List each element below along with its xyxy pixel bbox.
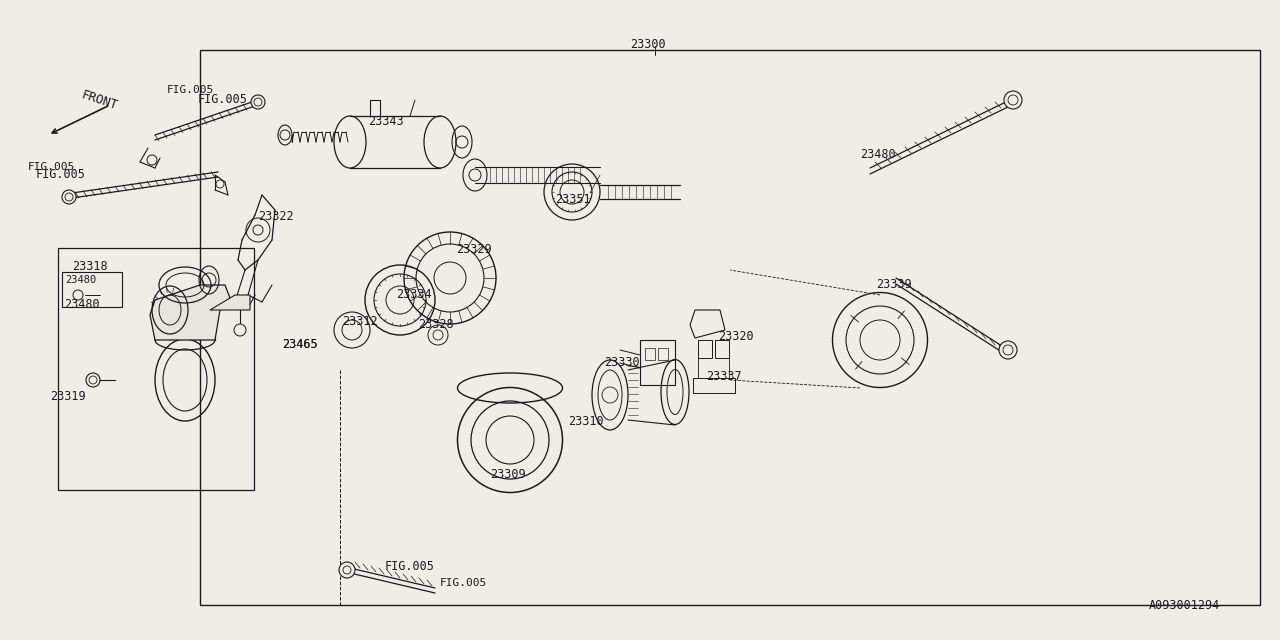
Text: 23465: 23465: [282, 338, 317, 351]
Text: 23480: 23480: [860, 148, 896, 161]
Text: FIG.005: FIG.005: [28, 162, 76, 172]
Circle shape: [86, 373, 100, 387]
Polygon shape: [210, 295, 250, 310]
Text: 23329: 23329: [456, 243, 492, 256]
Bar: [640, 340, 675, 385]
Text: 23309: 23309: [490, 468, 526, 481]
Text: 23339: 23339: [876, 278, 911, 291]
Text: 23320: 23320: [718, 330, 754, 343]
Bar: [58, 248, 253, 490]
Circle shape: [1004, 91, 1021, 109]
Circle shape: [234, 324, 246, 336]
Bar: [658, 348, 668, 360]
Text: 23318: 23318: [72, 260, 108, 273]
Bar: [61, 272, 122, 307]
Circle shape: [61, 190, 76, 204]
Text: 23319: 23319: [50, 390, 86, 403]
Text: A093001294: A093001294: [1148, 599, 1220, 612]
Text: 23465: 23465: [282, 338, 317, 351]
Circle shape: [998, 341, 1018, 359]
Text: 23300: 23300: [630, 38, 666, 51]
Text: 23337: 23337: [707, 370, 741, 383]
Text: 23328: 23328: [419, 318, 453, 331]
Text: 23322: 23322: [259, 210, 293, 223]
Bar: [698, 340, 712, 358]
Bar: [692, 378, 735, 393]
Text: FIG.005: FIG.005: [36, 168, 86, 181]
Text: FIG.005: FIG.005: [385, 560, 435, 573]
Text: 23351: 23351: [556, 193, 590, 206]
Text: FIG.005: FIG.005: [198, 93, 248, 106]
Text: 23480: 23480: [65, 275, 96, 285]
Bar: [645, 348, 655, 360]
Text: 23480: 23480: [64, 298, 100, 311]
Polygon shape: [150, 285, 230, 340]
Bar: [716, 340, 730, 358]
Text: 23343: 23343: [369, 115, 403, 128]
Text: FRONT: FRONT: [81, 88, 120, 112]
Text: 23330: 23330: [604, 356, 640, 369]
Text: FIG.005: FIG.005: [166, 85, 214, 95]
Text: FIG.005: FIG.005: [440, 578, 488, 588]
Circle shape: [339, 562, 355, 578]
Text: 23334: 23334: [396, 288, 431, 301]
Text: 23312: 23312: [342, 315, 378, 328]
Bar: [200, 50, 1260, 605]
Circle shape: [251, 95, 265, 109]
Text: 23310: 23310: [568, 415, 604, 428]
